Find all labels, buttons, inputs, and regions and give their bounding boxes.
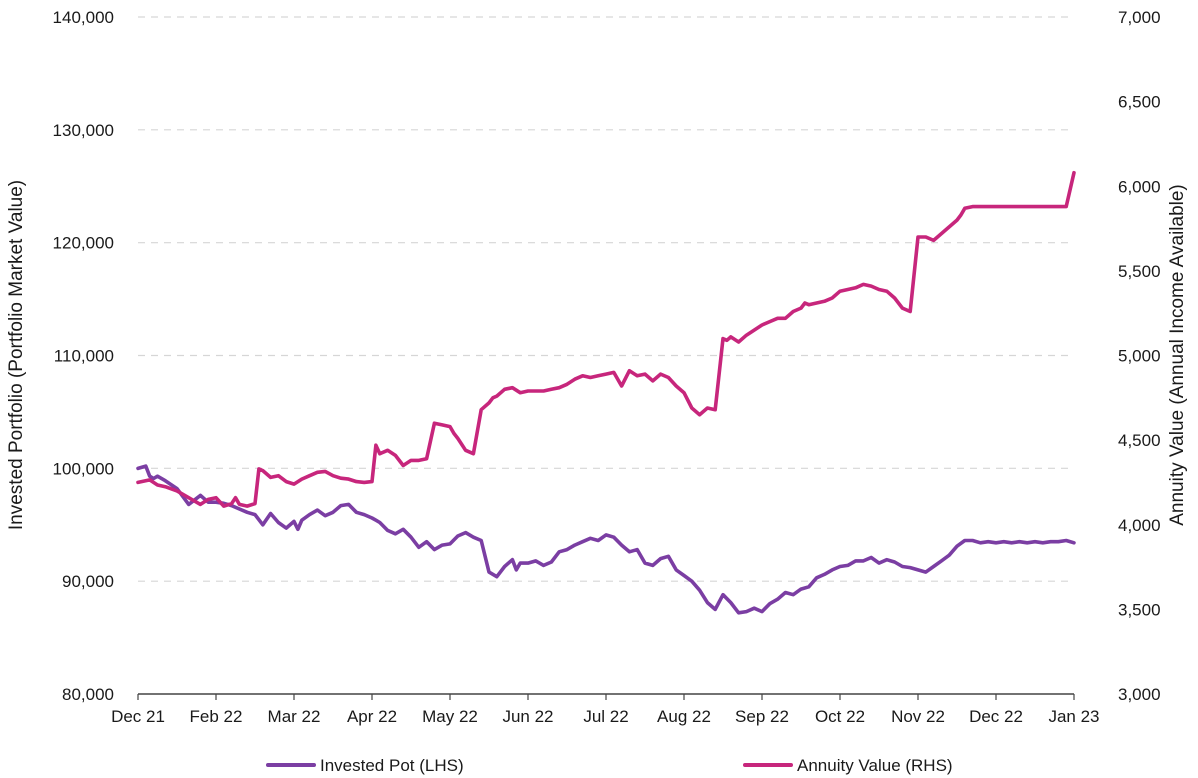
series-lines xyxy=(136,170,1076,615)
x-tick-label: Nov 22 xyxy=(891,707,945,726)
annuity-value-line xyxy=(136,170,1076,508)
y-right-tick-label: 7,000 xyxy=(1118,8,1161,27)
x-tick-label: Oct 22 xyxy=(815,707,865,726)
gridlines xyxy=(138,16,1074,582)
y-right-tick-label: 4,500 xyxy=(1118,431,1161,450)
legend: Invested Pot (LHS) Annuity Value (RHS) xyxy=(266,756,953,775)
x-tick-label: Sep 22 xyxy=(735,707,789,726)
y-left-tick-label: 110,000 xyxy=(54,347,114,366)
x-tick-label: Jun 22 xyxy=(502,707,553,726)
y-left-tick-label: 80,000 xyxy=(62,685,114,704)
x-tick-label: Dec 21 xyxy=(111,707,165,726)
invested-pot-line xyxy=(136,464,1076,615)
x-tick-label: Apr 22 xyxy=(347,707,397,726)
y-right-tick-label: 5,000 xyxy=(1118,347,1161,366)
right-axis-title: Annuity Value (Annual Income Available) xyxy=(1167,184,1188,526)
x-tick-label: Mar 22 xyxy=(268,707,321,726)
y-right-tick-label: 3,500 xyxy=(1118,600,1161,619)
tick-labels: 80,000 90,000 100,000 110,000 120,000 130,000… xyxy=(53,8,1161,726)
y-right-tick-label: 4,000 xyxy=(1118,516,1161,535)
x-tick-label: May 22 xyxy=(422,707,478,726)
y-right-tick-label: 6,000 xyxy=(1118,177,1161,196)
y-left-tick-label: 90,000 xyxy=(62,572,114,591)
legend-label: Annuity Value (RHS) xyxy=(797,756,953,775)
x-tick-label: Dec 22 xyxy=(969,707,1023,726)
x-tick-label: Jan 23 xyxy=(1048,707,1099,726)
y-left-tick-label: 100,000 xyxy=(53,459,114,478)
y-left-tick-label: 130,000 xyxy=(53,121,114,140)
axes xyxy=(137,693,1075,700)
y-right-tick-label: 6,500 xyxy=(1118,93,1161,112)
y-left-tick-label: 140,000 xyxy=(53,8,114,27)
y-right-tick-label: 5,500 xyxy=(1118,262,1161,281)
x-tick-label: Feb 22 xyxy=(190,707,243,726)
x-tick-label: Aug 22 xyxy=(657,707,711,726)
legend-label: Invested Pot (LHS) xyxy=(320,756,464,775)
y-left-tick-label: 120,000 xyxy=(53,234,114,253)
x-tick-label: Jul 22 xyxy=(583,707,628,726)
left-axis-title: Invested Portfolio (Portfolio Market Val… xyxy=(6,180,27,530)
y-right-tick-label: 3,000 xyxy=(1118,685,1161,704)
